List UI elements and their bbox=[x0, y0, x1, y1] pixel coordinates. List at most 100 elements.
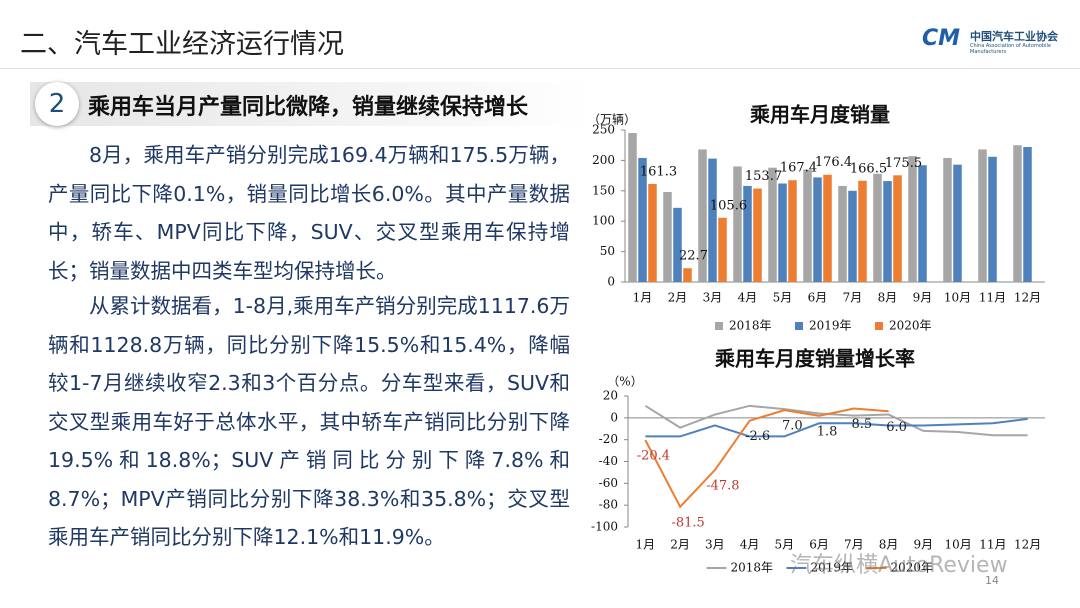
x-tick-label: 2月 bbox=[670, 538, 690, 552]
x-tick-label: 1月 bbox=[633, 291, 653, 305]
bar bbox=[753, 188, 762, 282]
bar bbox=[908, 156, 917, 282]
y-tick-label: -20 bbox=[599, 432, 618, 446]
y-tick-label: 50 bbox=[600, 244, 615, 258]
y-tick-label: 0 bbox=[607, 275, 615, 289]
x-tick-label: 6月 bbox=[808, 291, 828, 305]
x-tick-label: 3月 bbox=[703, 291, 723, 305]
x-tick-label: 10月 bbox=[944, 291, 971, 305]
x-tick-label: 2月 bbox=[668, 291, 688, 305]
watermark: 汽车纵横AutoReview bbox=[790, 553, 1008, 578]
data-label: -47.8 bbox=[706, 479, 739, 494]
y-tick-label: 0 bbox=[610, 410, 618, 424]
data-label: 176.4 bbox=[815, 155, 852, 170]
bar bbox=[978, 149, 987, 282]
legend-label: 2020年 bbox=[891, 561, 934, 575]
x-tick-label: 4月 bbox=[738, 291, 758, 305]
bar bbox=[648, 183, 657, 282]
y-tick-label: -80 bbox=[599, 498, 618, 512]
x-tick-label: 7月 bbox=[844, 538, 864, 552]
legend-swatch bbox=[795, 322, 803, 330]
x-tick-label: 5月 bbox=[775, 538, 795, 552]
x-tick-label: 9月 bbox=[914, 538, 934, 552]
paragraph: 8月，乘用车产销分别完成169.4万辆和175.5万辆，产量同比下降0.1%，销… bbox=[48, 143, 570, 283]
x-tick-label: 1月 bbox=[636, 538, 656, 552]
axis-label: （万辆） bbox=[588, 113, 636, 127]
bar bbox=[838, 185, 847, 282]
data-label: 167.4 bbox=[780, 161, 817, 176]
y-tick-label: -40 bbox=[599, 454, 618, 468]
data-label: 22.7 bbox=[679, 249, 708, 264]
legend-label: 2018年 bbox=[729, 319, 772, 333]
bar bbox=[813, 177, 822, 282]
x-tick-label: 5月 bbox=[773, 291, 793, 305]
legend-label: 2018年 bbox=[731, 561, 774, 575]
data-label: -81.5 bbox=[671, 515, 704, 530]
bar bbox=[628, 133, 637, 282]
logo-mark: CM bbox=[922, 26, 961, 51]
x-tick-label: 10月 bbox=[944, 538, 971, 552]
data-label: -20.4 bbox=[637, 449, 670, 464]
y-tick-label: -100 bbox=[591, 520, 618, 534]
data-label: -2.6 bbox=[745, 429, 770, 444]
data-label: 7.0 bbox=[782, 419, 803, 434]
section-band bbox=[30, 82, 590, 126]
bar bbox=[718, 217, 727, 282]
bar bbox=[858, 180, 867, 282]
legend-swatch bbox=[715, 322, 723, 330]
legend-label: 2019年 bbox=[809, 319, 852, 333]
bar bbox=[638, 157, 647, 282]
data-label: 161.3 bbox=[640, 164, 677, 179]
logo-name-en: China Association of Automobile Manufact… bbox=[970, 43, 1051, 55]
x-tick-label: 4月 bbox=[740, 538, 760, 552]
x-tick-label: 9月 bbox=[913, 291, 933, 305]
line bbox=[645, 417, 1028, 438]
bar bbox=[803, 169, 812, 282]
x-tick-label: 12月 bbox=[1014, 538, 1041, 552]
y-tick-label: 100 bbox=[592, 214, 615, 228]
legend-label: 2019年 bbox=[811, 561, 854, 575]
bar bbox=[943, 157, 952, 282]
x-tick-label: 3月 bbox=[705, 538, 725, 552]
bar bbox=[883, 181, 892, 282]
bar bbox=[768, 167, 777, 282]
bar bbox=[698, 149, 707, 282]
slide-title: 二、汽车工业经济运行情况 bbox=[20, 29, 344, 60]
bar bbox=[1013, 145, 1022, 282]
bar bbox=[673, 207, 682, 282]
y-tick-label: 200 bbox=[592, 153, 615, 167]
line bbox=[644, 404, 1028, 437]
data-label: 105.6 bbox=[710, 198, 747, 213]
data-label: 175.5 bbox=[885, 156, 922, 171]
y-tick-label: -60 bbox=[599, 476, 618, 490]
bar bbox=[873, 173, 882, 282]
bar bbox=[708, 158, 717, 282]
x-tick-label: 12月 bbox=[1014, 291, 1041, 305]
divider bbox=[0, 68, 1080, 69]
bar bbox=[663, 192, 672, 282]
bar bbox=[918, 165, 927, 282]
x-tick-label: 11月 bbox=[979, 291, 1006, 305]
data-label: 8.5 bbox=[852, 417, 873, 432]
x-tick-label: 8月 bbox=[878, 291, 898, 305]
legend-label: 2020年 bbox=[889, 319, 932, 333]
y-tick-label: 150 bbox=[592, 183, 615, 197]
chart-title: 乘用车月度销量增长率 bbox=[714, 347, 915, 371]
x-tick-label: 8月 bbox=[879, 538, 899, 552]
bar bbox=[823, 174, 832, 282]
paragraph: 从累计数据看，1-8月,乘用车产销分别完成1117.6万辆和1128.8万辆，同… bbox=[48, 294, 570, 549]
bar bbox=[953, 164, 962, 282]
x-tick-label: 6月 bbox=[809, 538, 829, 552]
logo-name: 中国汽车工业协会 bbox=[970, 30, 1058, 43]
section-number: 2 bbox=[35, 82, 79, 126]
data-label: 166.5 bbox=[850, 161, 887, 176]
data-label: 153.7 bbox=[745, 169, 782, 184]
section-title: 乘用车当月产量同比微降，销量继续保持增长 bbox=[88, 95, 529, 120]
axis-label: （%） bbox=[607, 375, 642, 389]
y-tick-label: 250 bbox=[592, 123, 615, 137]
legend-swatch bbox=[875, 322, 883, 330]
y-tick-label: 20 bbox=[603, 389, 618, 403]
bar bbox=[683, 268, 692, 282]
